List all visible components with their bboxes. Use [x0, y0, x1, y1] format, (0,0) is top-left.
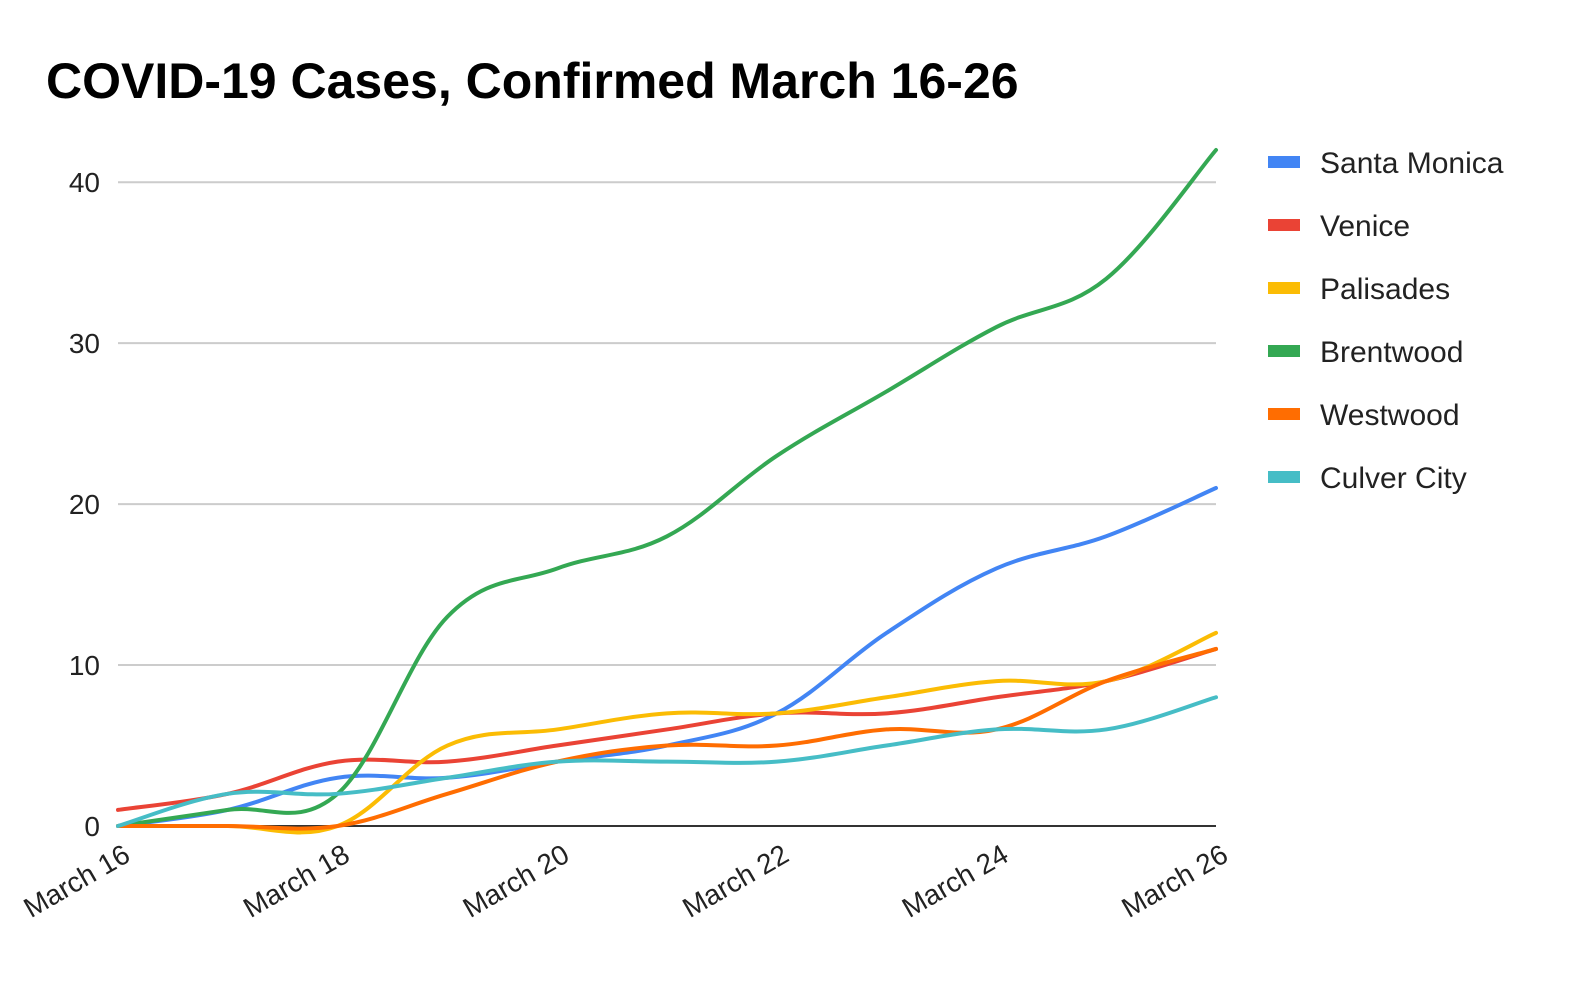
x-tick-label: March 22: [677, 838, 794, 923]
series-line-culver-city: [116, 695, 1218, 828]
x-axis-ticks: March 16 March 18 March 20 March 22 March 24…: [18, 838, 1233, 923]
gridlines: [118, 181, 1216, 667]
legend-swatch: [1268, 282, 1300, 294]
legend-swatch: [1268, 156, 1300, 168]
legend-label: Santa Monica: [1320, 147, 1504, 180]
y-tick-label: 40: [69, 167, 100, 198]
legend-swatch: [1268, 219, 1300, 231]
legend-swatch: [1268, 345, 1300, 357]
legend-item: Venice: [1268, 210, 1410, 243]
y-tick-label: 10: [69, 650, 100, 681]
legend-label: Palisades: [1320, 273, 1450, 306]
chart-title: COVID-19 Cases, Confirmed March 16-26: [46, 53, 1019, 109]
x-tick-label: March 24: [897, 838, 1014, 923]
legend: Santa Monica Venice Palisades Brentwood West…: [1268, 147, 1504, 495]
legend-label: Westwood: [1320, 399, 1460, 432]
legend-swatch: [1268, 471, 1300, 483]
series-line-brentwood: [116, 148, 1218, 828]
series-line-westwood: [116, 646, 1218, 831]
legend-item: Santa Monica: [1268, 147, 1504, 180]
legend-item: Palisades: [1268, 273, 1450, 306]
x-tick-label: March 18: [238, 838, 355, 923]
legend-item: Culver City: [1268, 462, 1467, 495]
x-tick-label: March 16: [18, 838, 135, 923]
x-tick-label: March 26: [1116, 838, 1233, 923]
legend-item: Brentwood: [1268, 336, 1463, 369]
legend-item: Westwood: [1268, 399, 1460, 432]
legend-label: Culver City: [1320, 462, 1467, 495]
legend-label: Brentwood: [1320, 336, 1463, 369]
legend-swatch: [1268, 408, 1300, 420]
y-tick-label: 30: [69, 328, 100, 359]
x-tick-label: March 20: [458, 838, 575, 923]
y-tick-label: 20: [69, 489, 100, 520]
series-line-venice: [116, 646, 1218, 812]
series-line-palisades: [116, 630, 1218, 835]
y-axis-ticks: 0 10 20 30 40: [69, 167, 100, 842]
legend-label: Venice: [1320, 210, 1410, 243]
y-tick-label: 0: [84, 811, 100, 842]
series-lines: [116, 148, 1218, 835]
